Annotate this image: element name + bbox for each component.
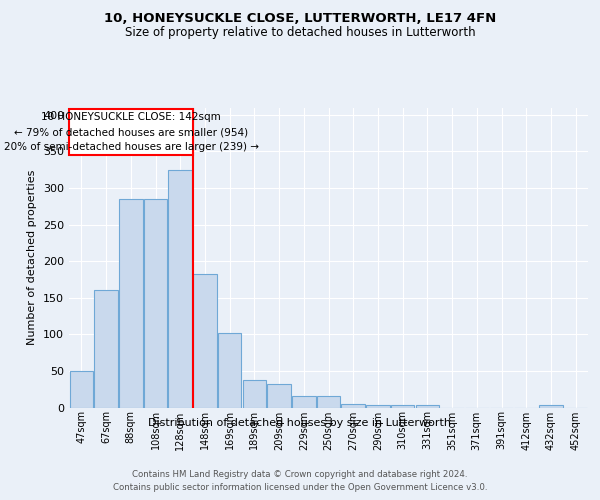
Bar <box>292 396 316 407</box>
Bar <box>391 404 415 407</box>
Text: Size of property relative to detached houses in Lutterworth: Size of property relative to detached ho… <box>125 26 475 39</box>
Text: 20% of semi-detached houses are larger (239) →: 20% of semi-detached houses are larger (… <box>4 142 259 152</box>
Bar <box>539 406 563 407</box>
Bar <box>366 406 389 407</box>
Bar <box>242 380 266 407</box>
Bar <box>70 371 93 408</box>
Bar <box>317 396 340 407</box>
Y-axis label: Number of detached properties: Number of detached properties <box>28 170 37 345</box>
Bar <box>169 170 192 408</box>
Bar <box>416 404 439 407</box>
Bar <box>94 290 118 408</box>
Bar <box>193 274 217 407</box>
Bar <box>341 404 365 407</box>
Text: ← 79% of detached houses are smaller (954): ← 79% of detached houses are smaller (95… <box>14 127 248 137</box>
Bar <box>119 199 143 408</box>
FancyBboxPatch shape <box>70 109 193 155</box>
Bar <box>218 333 241 407</box>
Bar <box>144 199 167 408</box>
Text: 10 HONEYSUCKLE CLOSE: 142sqm: 10 HONEYSUCKLE CLOSE: 142sqm <box>41 112 221 122</box>
Text: Contains public sector information licensed under the Open Government Licence v3: Contains public sector information licen… <box>113 482 487 492</box>
Text: Contains HM Land Registry data © Crown copyright and database right 2024.: Contains HM Land Registry data © Crown c… <box>132 470 468 479</box>
Text: 10, HONEYSUCKLE CLOSE, LUTTERWORTH, LE17 4FN: 10, HONEYSUCKLE CLOSE, LUTTERWORTH, LE17… <box>104 12 496 26</box>
Text: Distribution of detached houses by size in Lutterworth: Distribution of detached houses by size … <box>149 418 452 428</box>
Bar <box>268 384 291 407</box>
